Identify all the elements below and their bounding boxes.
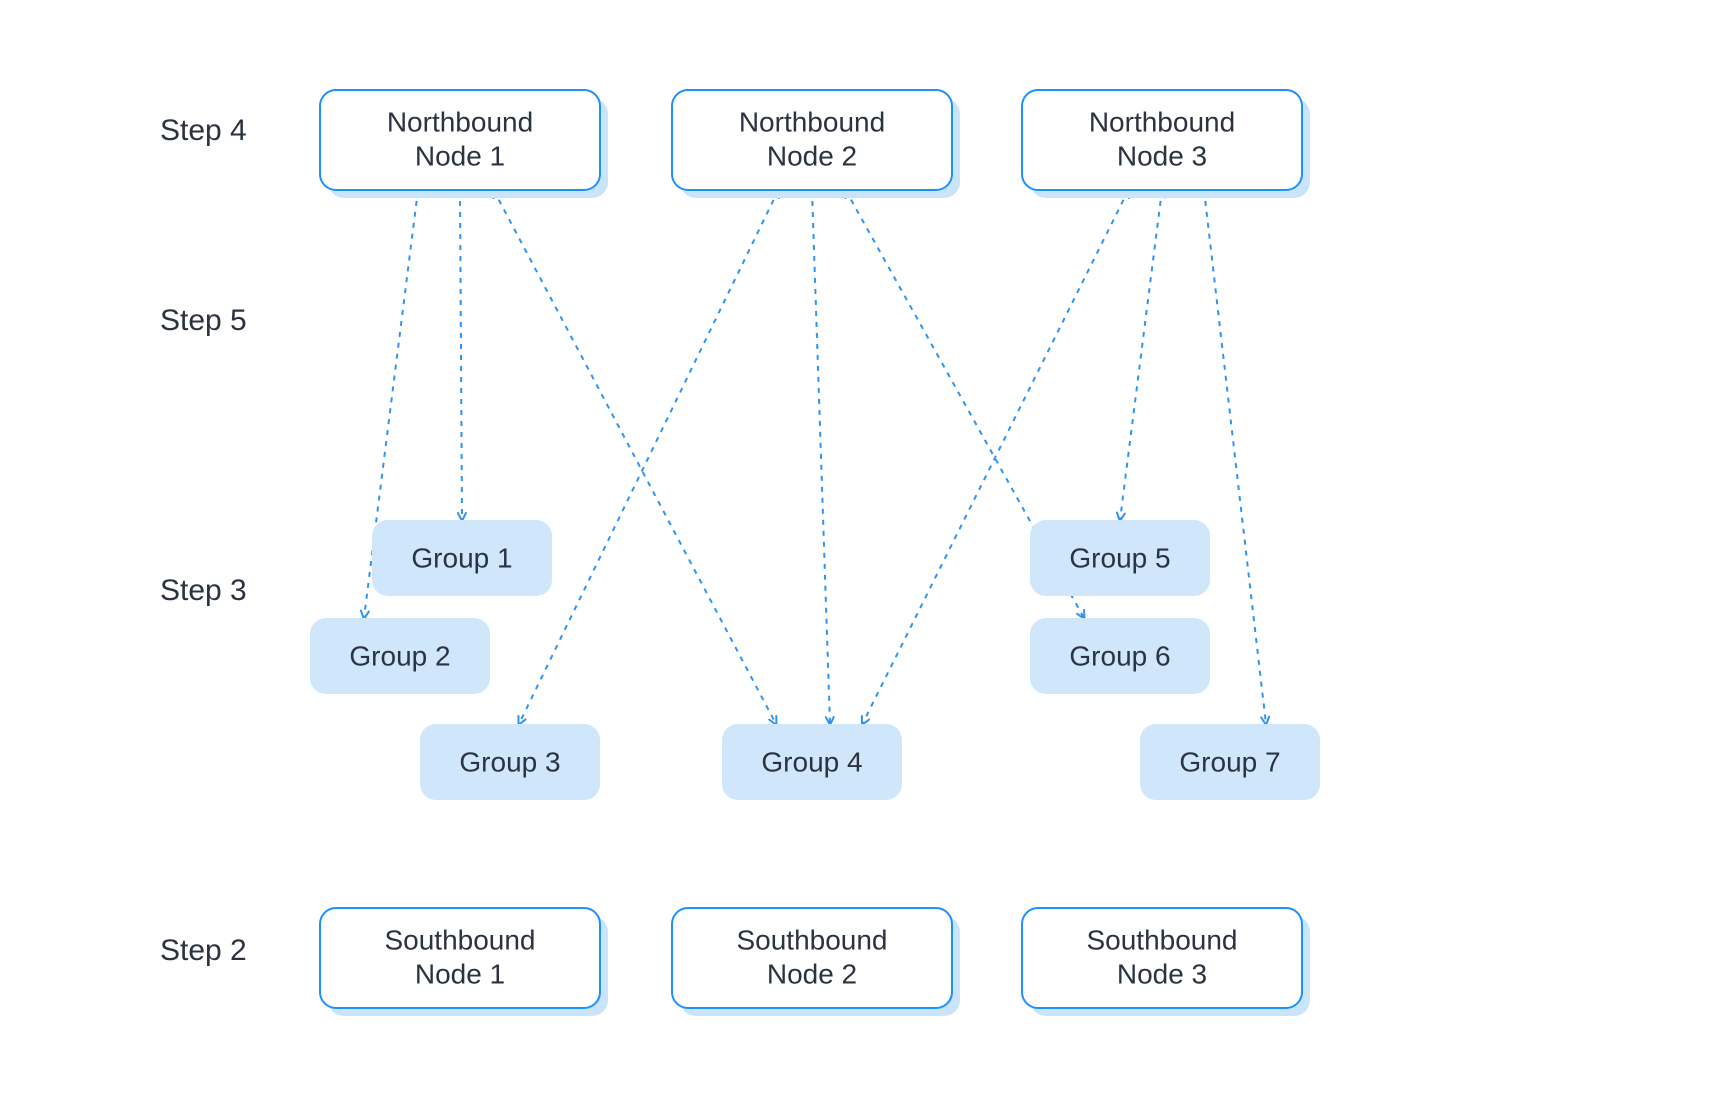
group-g2: Group 2 xyxy=(310,618,490,694)
north-node-label-line2: Node 2 xyxy=(767,140,857,171)
group-g6: Group 6 xyxy=(1030,618,1210,694)
north-node-label-line1: Northbound xyxy=(739,106,885,137)
group-g4: Group 4 xyxy=(722,724,902,800)
north-node-label-line1: Northbound xyxy=(387,106,533,137)
group-label: Group 6 xyxy=(1069,640,1170,671)
group-label: Group 1 xyxy=(411,542,512,573)
step-label-step5: Step 5 xyxy=(160,304,247,337)
group-label: Group 3 xyxy=(459,746,560,777)
south-node-label-line2: Node 2 xyxy=(767,958,857,989)
south-node-s1: SouthboundNode 1 xyxy=(320,908,608,1016)
north-node-label-line2: Node 3 xyxy=(1117,140,1207,171)
south-node-label-line1: Southbound xyxy=(384,924,535,955)
group-label: Group 7 xyxy=(1179,746,1280,777)
diagram-canvas: Step 4Step 5Step 3Step 2NorthboundNode 1… xyxy=(0,0,1714,1120)
group-label: Group 4 xyxy=(761,746,862,777)
group-label: Group 2 xyxy=(349,640,450,671)
step-label-step4: Step 4 xyxy=(160,114,247,147)
group-g5: Group 5 xyxy=(1030,520,1210,596)
group-g7: Group 7 xyxy=(1140,724,1320,800)
step-label-step2: Step 2 xyxy=(160,934,247,967)
group-label: Group 5 xyxy=(1069,542,1170,573)
south-node-label-line2: Node 3 xyxy=(1117,958,1207,989)
north-node-n2: NorthboundNode 2 xyxy=(672,90,960,198)
north-node-n3: NorthboundNode 3 xyxy=(1022,90,1310,198)
north-node-label-line1: Northbound xyxy=(1089,106,1235,137)
north-node-label-line2: Node 1 xyxy=(415,140,505,171)
step-label-step3: Step 3 xyxy=(160,574,247,607)
south-node-label-line2: Node 1 xyxy=(415,958,505,989)
south-node-label-line1: Southbound xyxy=(1086,924,1237,955)
south-node-s3: SouthboundNode 3 xyxy=(1022,908,1310,1016)
south-node-s2: SouthboundNode 2 xyxy=(672,908,960,1016)
group-g3: Group 3 xyxy=(420,724,600,800)
north-node-n1: NorthboundNode 1 xyxy=(320,90,608,198)
south-node-label-line1: Southbound xyxy=(736,924,887,955)
group-g1: Group 1 xyxy=(372,520,552,596)
